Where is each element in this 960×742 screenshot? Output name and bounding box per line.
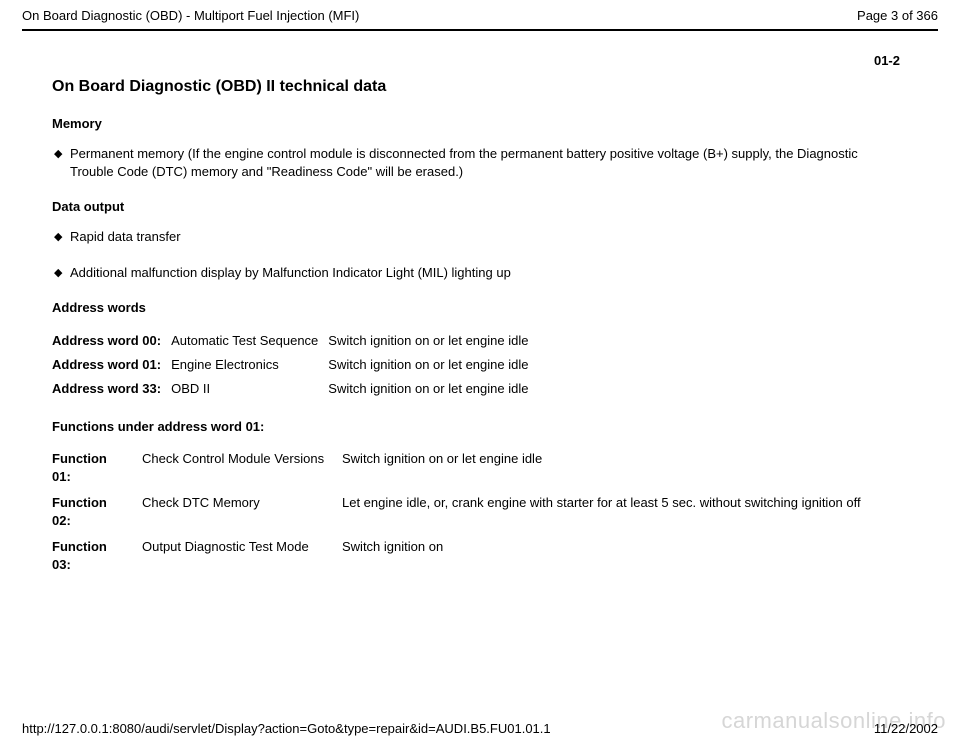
function-desc: Check Control Module Versions xyxy=(142,446,342,490)
memory-bullets: ◆ Permanent memory (If the engine contro… xyxy=(52,145,902,181)
function-cond: Switch ignition on or let engine idle xyxy=(342,446,902,490)
header-title: On Board Diagnostic (OBD) - Multiport Fu… xyxy=(22,8,359,23)
function-label: Function 01: xyxy=(52,446,142,490)
footer-url: http://127.0.0.1:8080/audi/servlet/Displ… xyxy=(22,721,551,736)
function-label: Function 03: xyxy=(52,534,142,578)
diamond-icon: ◆ xyxy=(52,145,70,163)
data-output-bullet-0: Rapid data transfer xyxy=(70,228,902,246)
table-row: Function 02: Check DTC Memory Let engine… xyxy=(52,490,902,534)
address-word-desc: Engine Electronics xyxy=(171,353,328,377)
data-output-bullet-1: Additional malfunction display by Malfun… xyxy=(70,264,902,282)
table-row: Address word 00: Automatic Test Sequence… xyxy=(52,329,538,353)
data-output-heading: Data output xyxy=(52,199,902,214)
header-page: Page 3 of 366 xyxy=(857,8,938,23)
data-output-bullets: ◆ Rapid data transfer ◆ Additional malfu… xyxy=(52,228,902,282)
diamond-icon: ◆ xyxy=(52,228,70,246)
memory-heading: Memory xyxy=(52,116,902,131)
function-desc: Output Diagnostic Test Mode xyxy=(142,534,342,578)
address-words-table: Address word 00: Automatic Test Sequence… xyxy=(52,329,538,401)
address-word-cond: Switch ignition on or let engine idle xyxy=(328,329,538,353)
functions-table: Function 01: Check Control Module Versio… xyxy=(52,446,902,578)
function-desc: Check DTC Memory xyxy=(142,490,342,534)
memory-bullet-0: Permanent memory (If the engine control … xyxy=(70,145,902,181)
address-word-desc: OBD II xyxy=(171,377,328,401)
table-row: Function 01: Check Control Module Versio… xyxy=(52,446,902,490)
address-word-label: Address word 00: xyxy=(52,329,171,353)
functions-heading: Functions under address word 01: xyxy=(52,419,902,434)
table-row: Address word 33: OBD II Switch ignition … xyxy=(52,377,538,401)
footer-date: 11/22/2002 xyxy=(874,721,938,736)
address-word-desc: Automatic Test Sequence xyxy=(171,329,328,353)
main-heading: On Board Diagnostic (OBD) II technical d… xyxy=(52,78,902,96)
section-number: 01-2 xyxy=(0,31,960,78)
function-label: Function 02: xyxy=(52,490,142,534)
address-word-label: Address word 01: xyxy=(52,353,171,377)
address-words-heading: Address words xyxy=(52,300,902,315)
table-row: Address word 01: Engine Electronics Swit… xyxy=(52,353,538,377)
function-cond: Switch ignition on xyxy=(342,534,902,578)
address-word-label: Address word 33: xyxy=(52,377,171,401)
address-word-cond: Switch ignition on or let engine idle xyxy=(328,377,538,401)
table-row: Function 03: Output Diagnostic Test Mode… xyxy=(52,534,902,578)
function-cond: Let engine idle, or, crank engine with s… xyxy=(342,490,902,534)
diamond-icon: ◆ xyxy=(52,264,70,282)
address-word-cond: Switch ignition on or let engine idle xyxy=(328,353,538,377)
